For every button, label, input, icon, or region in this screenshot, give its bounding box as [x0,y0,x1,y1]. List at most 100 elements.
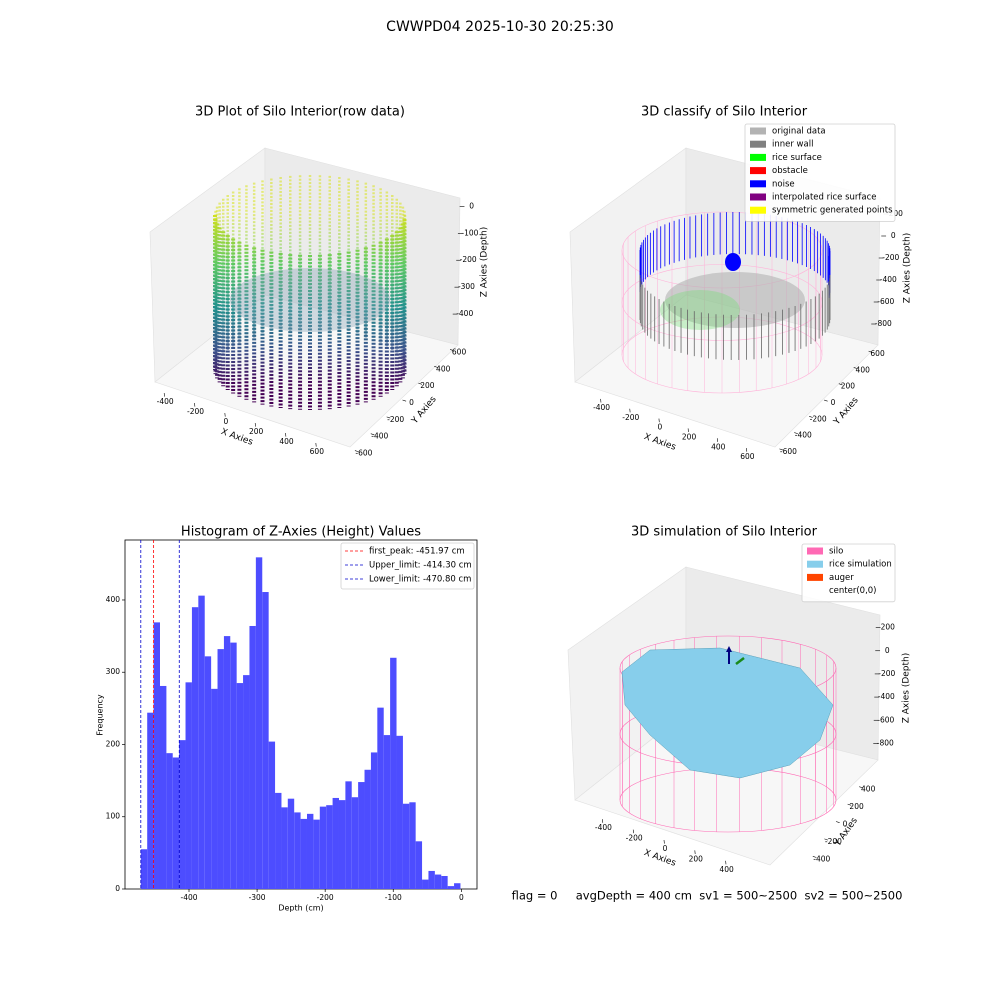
cloud [660,290,740,330]
x-tick-label: -300 [249,893,266,902]
axis-label: Z Axies (Depth) [902,653,912,724]
bar [147,712,154,889]
legend-label: obstacle [772,166,808,176]
tick-label: -200 [810,414,827,423]
legend-swatch [807,587,823,595]
y-tick-label: 300 [106,667,121,676]
legend-swatch [750,153,766,161]
legend-swatch [807,573,823,581]
bar [166,753,173,889]
bar [306,813,314,889]
y-tick-label: 200 [106,739,121,748]
tick-label: -400 [878,692,895,701]
tick-label: -200 [825,837,842,846]
legend-label: original data [772,127,826,137]
tick-mark [386,416,391,419]
footer-text: flag = 0 avgDepth = 400 cm sv1 = 500~250… [512,889,903,903]
tick-label: -100 [461,228,478,237]
tick-label: 200 [249,427,264,436]
bar [236,683,244,889]
tick-label: -800 [877,738,894,747]
tick-mark [835,821,840,823]
bar [396,735,403,889]
bar [159,685,167,889]
tick-label: -800 [875,319,892,328]
tick-label: 400 [279,437,294,446]
tick-label: 600 [452,347,467,356]
tick-label: 200 [689,854,704,863]
bar [281,807,288,889]
legend-swatch [750,180,766,188]
tick-mark [418,382,423,385]
bar [364,769,371,889]
bar [140,849,148,889]
legend-swatch [750,206,766,214]
tick-label: 400 [719,865,734,874]
bar [313,819,320,889]
tick-label: -400 [880,275,897,284]
tick-label: 0 [223,417,228,426]
cloud [665,272,805,328]
legend-label: noise [772,179,795,189]
axis-label: X Axies [642,432,677,453]
tick-label: -600 [877,715,894,724]
axis-label: Z Axies (Depth) [480,227,490,298]
tick-label: 400 [436,364,451,373]
bar [377,707,384,889]
legend-label: first_peak: -451.97 cm [369,547,465,557]
tick-label: 0 [891,231,896,240]
bar [358,782,365,889]
tick-mark [812,856,817,858]
bar [345,781,352,889]
bar [415,841,423,889]
tick-mark [779,448,784,451]
tick-label: -400 [595,823,612,832]
bar [300,818,307,889]
axis-label: Y Axies [831,395,860,427]
tick-label: -600 [355,449,372,458]
tick-label: 0 [469,201,474,210]
tick-label: -200 [387,415,404,424]
tick-label: -200 [460,255,477,264]
tick-mark [847,803,852,806]
tick-label: -400 [456,309,473,318]
tick-label: 0 [885,646,890,655]
auger [726,646,745,665]
bar [434,874,442,889]
bar [268,741,276,889]
tick-label: 0 [831,398,836,407]
y-tick-label: 0 [115,884,120,893]
tick-label: 200 [420,381,435,390]
bar [319,806,327,889]
legend-box [744,123,896,222]
tick-mark [434,366,438,368]
axis-label: Z Axies (Depth) [903,233,913,304]
bar [294,812,301,889]
tick-mark [809,416,813,418]
tick-mark [824,838,829,841]
tick-mark [838,383,843,386]
bar [409,802,416,889]
tick-mark [354,450,359,453]
axis-label: Frequency [96,694,105,736]
noise-blob [725,253,741,271]
bar [262,592,269,889]
tick-mark [823,399,828,402]
bar [428,870,435,889]
tick-label: -400 [157,397,174,406]
subplot-title: 3D classify of Silo Interior [641,105,808,120]
bar [390,657,397,889]
subplot-title: Histogram of Z-Axies (Height) Values [181,525,421,540]
bar [185,682,192,889]
tick-label: 200 [881,623,896,632]
legend-label: symmetric generated points [772,206,893,216]
figure-title: CWWPD04 2025-10-30 20:25:30 [386,19,614,35]
tick-mark [853,367,858,369]
tick-label: -200 [882,253,899,262]
bar [179,740,186,889]
tick-label: 0 [843,820,848,829]
bar [255,557,263,889]
x-tick-label: -200 [317,893,334,902]
bar [153,622,160,889]
